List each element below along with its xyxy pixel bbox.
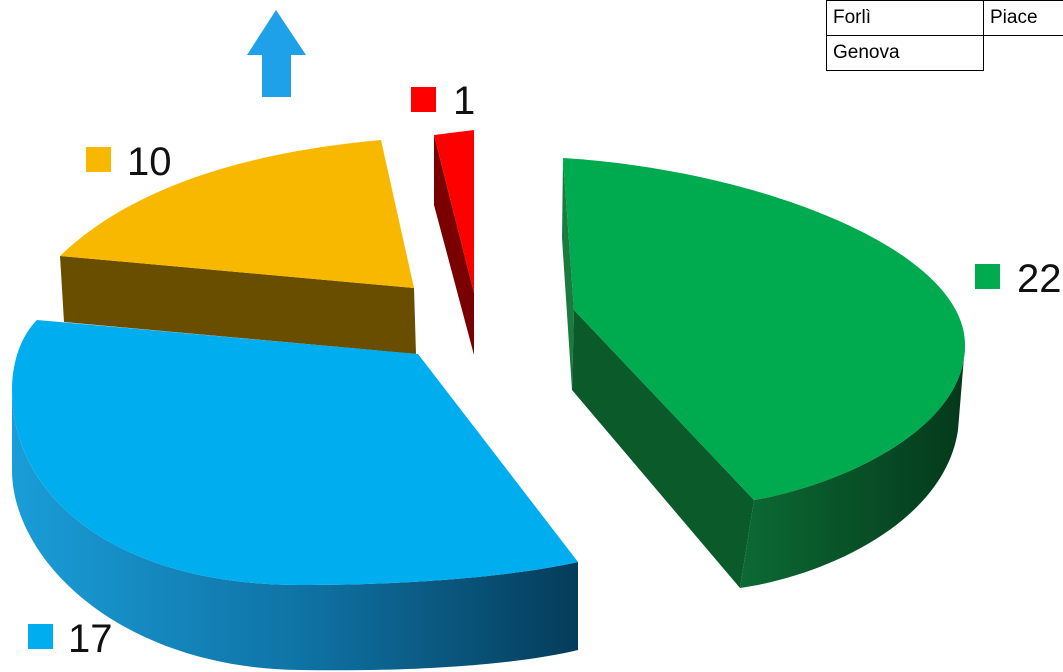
label-22: 22 xyxy=(975,257,1062,301)
slice-22 xyxy=(562,158,965,588)
slice-10 xyxy=(60,140,416,354)
cell-piace[interactable]: Piace xyxy=(983,0,1063,36)
marker-22 xyxy=(975,264,1000,289)
slice-1 xyxy=(434,130,474,355)
marker-10 xyxy=(86,147,111,172)
data-label-1: 1 xyxy=(453,79,475,123)
label-1: 1 xyxy=(411,79,475,123)
marker-1 xyxy=(411,87,436,112)
slice-17 xyxy=(12,320,578,671)
up-arrow-icon xyxy=(247,10,306,97)
cell-forli[interactable]: Forlì xyxy=(826,0,984,36)
data-label-10: 10 xyxy=(127,140,172,184)
label-17: 17 xyxy=(28,617,113,661)
label-10: 10 xyxy=(86,140,172,184)
data-label-22: 22 xyxy=(1017,257,1062,301)
spreadsheet-cells: Forlì Piace Genova xyxy=(826,0,1063,71)
data-label-17: 17 xyxy=(68,617,113,661)
cell-genova[interactable]: Genova xyxy=(826,35,984,71)
marker-17 xyxy=(28,624,53,649)
cell-empty xyxy=(984,36,1063,71)
